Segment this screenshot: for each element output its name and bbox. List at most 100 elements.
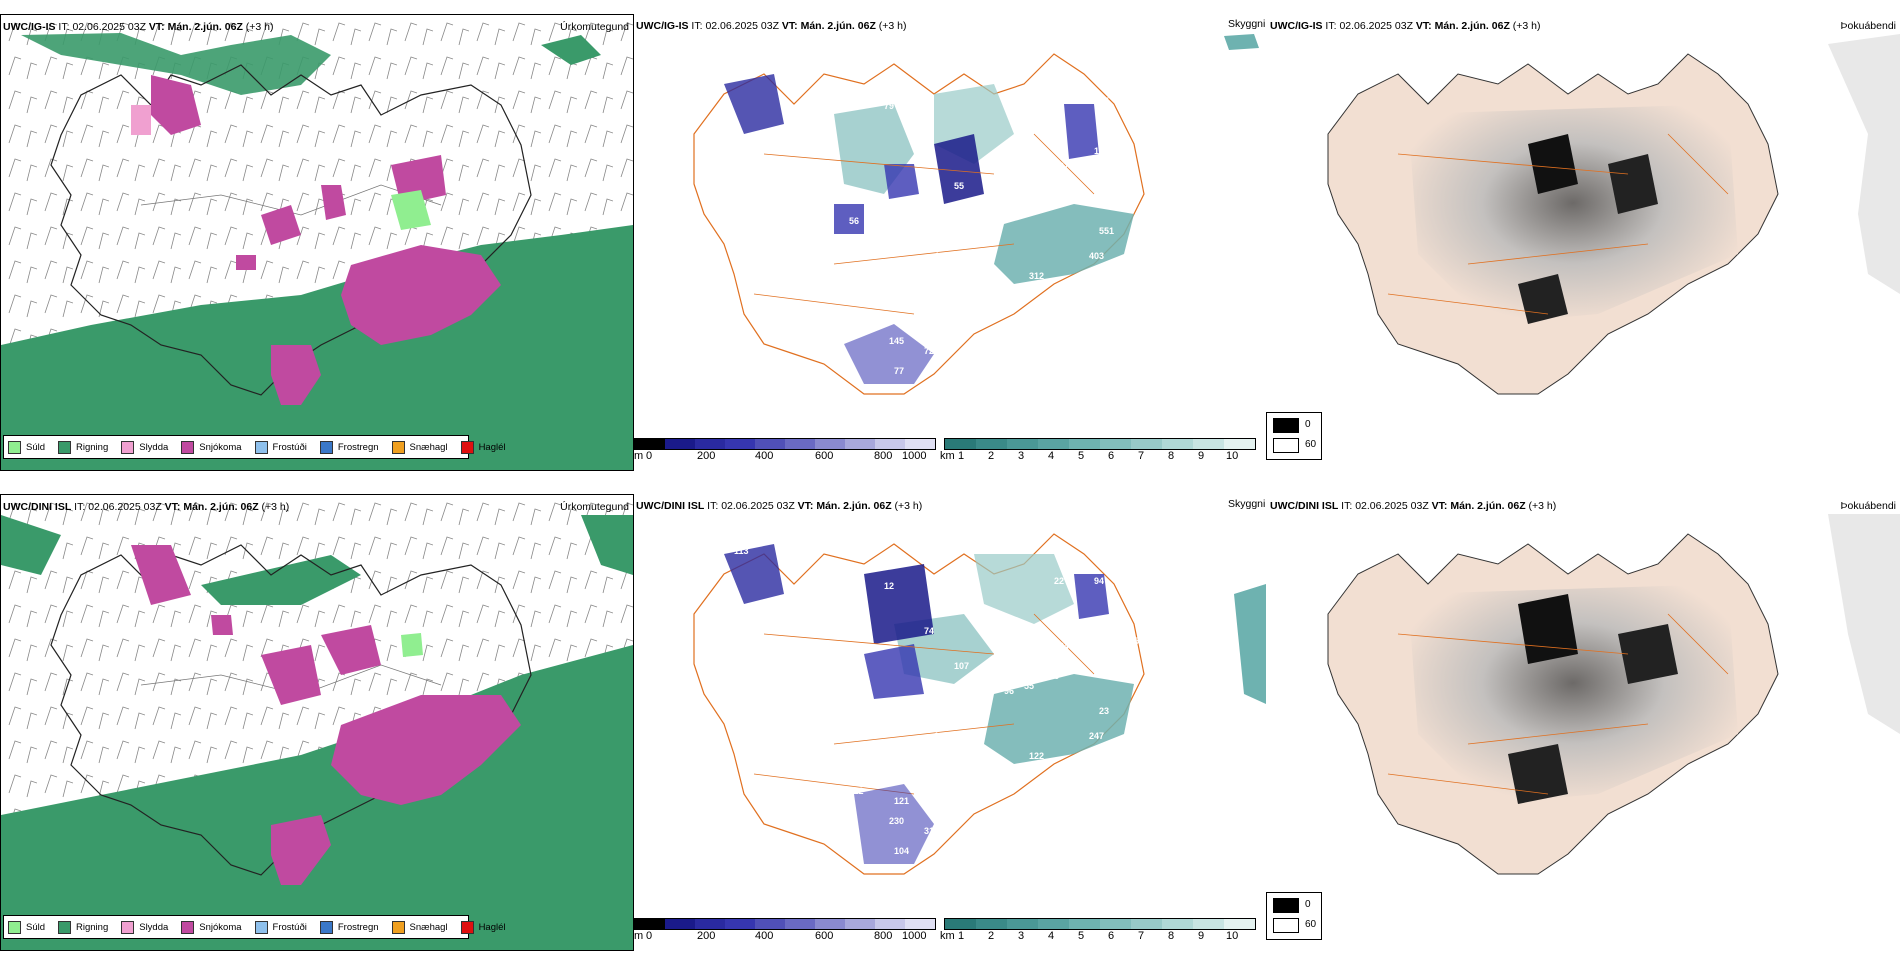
ceiling-label: 92 [954,801,964,811]
visibility-tick: 1 [958,930,965,942]
colorbar-segment [905,919,935,929]
ceiling-label: 121 [894,796,909,806]
colorbar-segment [1100,919,1131,929]
colorbar-segment [875,919,905,929]
panel-title: UWC/IG-IS IT: 02.06.2025 03Z VT: Mán. 2.… [636,20,907,32]
legend-label: Súld [26,921,46,933]
legend-label: Slydda [139,921,169,933]
lead-time: (+3 h) [261,501,290,513]
snow-area [321,625,381,675]
ceiling-label: 79 [924,146,934,156]
it-value: 02.06.2025 03Z [72,21,146,33]
lead-time: (+3 h) [878,20,907,32]
legend-label: Frostúði [272,441,307,453]
ceiling-unit: m [634,450,644,462]
fog-map [1327,34,1900,395]
precip-map [1,15,633,470]
fog-black-label: 0 [1305,899,1311,910]
roads [753,133,1095,315]
ceiling-tick: 800 [874,450,893,462]
ceiling-label: 141 [839,721,854,731]
it-label: IT: [1325,20,1337,32]
ceiling-label: 119 [794,166,809,176]
it-label: IT: [74,501,86,513]
roads [1387,613,1729,795]
ceiling-label: 403 [1089,251,1104,261]
ceiling-label: 16 [914,741,924,751]
visibility-tick: 3 [1018,930,1025,942]
legend-label: Súld [26,441,46,453]
visibility-panel: UWC/DINI ISL IT: 02.06.2025 03Z VT: Mán.… [634,494,1266,952]
colorbar-segment [1038,919,1069,929]
ceiling-tick: 1000 [902,450,927,462]
visibility-colorbar [944,438,1256,450]
low-visibility-area [1224,34,1259,50]
product-name: Skyggni [1228,18,1266,30]
colorbar-segment [1069,439,1100,449]
visibility-tick: 8 [1168,450,1175,462]
ceiling-label: 104 [934,786,949,796]
fog-offshore [1828,514,1900,734]
fog-offshore [1828,34,1900,294]
low-ceiling-area [844,324,934,384]
panel-title: UWC/DINI ISL IT: 02.06.2025 03Z VT: Mán.… [636,500,922,512]
ceiling-label: 84 [1124,156,1134,166]
legend-item: Frostúði [254,920,307,934]
fog-black-swatch [1273,418,1299,433]
lead-time: (+3 h) [245,21,274,33]
fog-panel: UWC/IG-IS IT: 02.06.2025 03Z VT: Mán. 2.… [1268,14,1900,472]
legend-item: Haglél [460,920,506,934]
snow-area [271,345,321,405]
low-ceiling-area [864,564,934,644]
colorbar-segment [725,919,755,929]
fog-field [1408,584,1738,804]
legend-item: Frostúði [254,440,307,454]
model-name: UWC/IG-IS [636,20,689,32]
fog-core [1518,594,1578,664]
legend-swatch [181,920,195,934]
ceiling-label: 105 [1094,96,1109,106]
fog-legend: 0 60 [1266,892,1322,940]
colorbar-segment [665,919,695,929]
ceiling-label: 66 [1104,176,1114,186]
legend-label: Snæhagl [409,441,448,453]
visibility-map: 60 79 79 119 121 55 56 50 91 107 119 107 84 312 292 105… [693,34,1259,395]
fog-white-swatch [1273,918,1299,933]
ceiling-label: 83 [849,696,859,706]
colorbar-segment [1131,919,1162,929]
colorbar-segment [755,919,785,929]
ceiling-tick: 600 [815,450,834,462]
fog-black-label: 0 [1305,419,1311,430]
colorbar-segment [845,439,875,449]
visibility-tick: 6 [1108,450,1115,462]
fog-field [1408,104,1738,324]
low-ceiling-area [724,74,784,134]
snow-area [321,185,346,220]
legend-label: Frostúði [272,921,307,933]
ceiling-label: 37 [1144,176,1154,186]
precip-legend: Súld Rigning Slydda Snjókoma Frostúði Fr… [3,435,506,459]
vt-value: Mán. 2.jún. 06Z [183,501,259,513]
legend-swatch [254,440,268,454]
precip-type-panel: UWC/DINI ISL IT: 02.06.2025 03Z VT: Mán.… [0,494,634,951]
visibility-tick: 5 [1078,450,1085,462]
ceiling-label: 122 [1029,751,1044,761]
low-visibility-area [1234,584,1266,704]
ceiling-label: 49 [804,811,814,821]
legend-swatch [121,440,135,454]
ceiling-label: 121 [814,196,829,206]
ceiling-label: 56 [954,266,964,276]
legend-swatch [319,920,333,934]
visibility-tick: 9 [1198,450,1205,462]
model-name: UWC/DINI ISL [1270,500,1339,512]
visibility-tick: 9 [1198,930,1205,942]
legend-swatch [8,920,21,934]
vt-value: Mán. 2.jún. 06Z [1450,500,1526,512]
it-value: 02.06.2025 03Z [1339,20,1413,32]
legend-label: Snæhagl [409,921,448,933]
colorbar-segment [1224,919,1255,929]
colorbar-segment [785,919,815,929]
ceiling-tick: 600 [815,930,834,942]
legend-item: Frostregn [319,920,379,934]
vt-value: Mán. 2.jún. 06Z [1434,20,1510,32]
